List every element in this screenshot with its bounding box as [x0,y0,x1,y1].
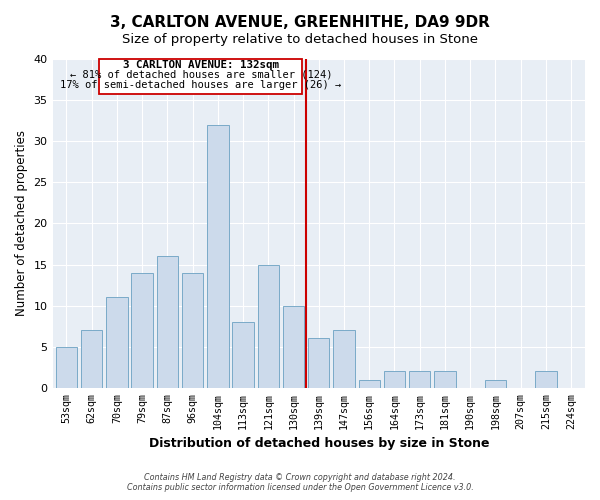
Bar [131,272,153,388]
Bar [409,372,430,388]
Bar [434,372,455,388]
Bar [106,298,128,388]
Bar [283,306,304,388]
Bar [384,372,405,388]
Bar [333,330,355,388]
Bar [359,380,380,388]
Text: 3, CARLTON AVENUE, GREENHITHE, DA9 9DR: 3, CARLTON AVENUE, GREENHITHE, DA9 9DR [110,15,490,30]
Text: Size of property relative to detached houses in Stone: Size of property relative to detached ho… [122,32,478,46]
Bar [232,322,254,388]
Bar [535,372,557,388]
Bar [81,330,103,388]
Text: 17% of semi-detached houses are larger (26) →: 17% of semi-detached houses are larger (… [60,80,341,90]
Y-axis label: Number of detached properties: Number of detached properties [15,130,28,316]
X-axis label: Distribution of detached houses by size in Stone: Distribution of detached houses by size … [149,437,489,450]
Bar [308,338,329,388]
Bar [257,264,279,388]
Bar [157,256,178,388]
Bar [485,380,506,388]
Bar [99,58,302,94]
Text: ← 81% of detached houses are smaller (124): ← 81% of detached houses are smaller (12… [70,70,332,80]
Bar [207,125,229,388]
Bar [182,272,203,388]
Bar [56,346,77,388]
Text: Contains HM Land Registry data © Crown copyright and database right 2024.
Contai: Contains HM Land Registry data © Crown c… [127,473,473,492]
Text: 3 CARLTON AVENUE: 132sqm: 3 CARLTON AVENUE: 132sqm [123,60,279,70]
